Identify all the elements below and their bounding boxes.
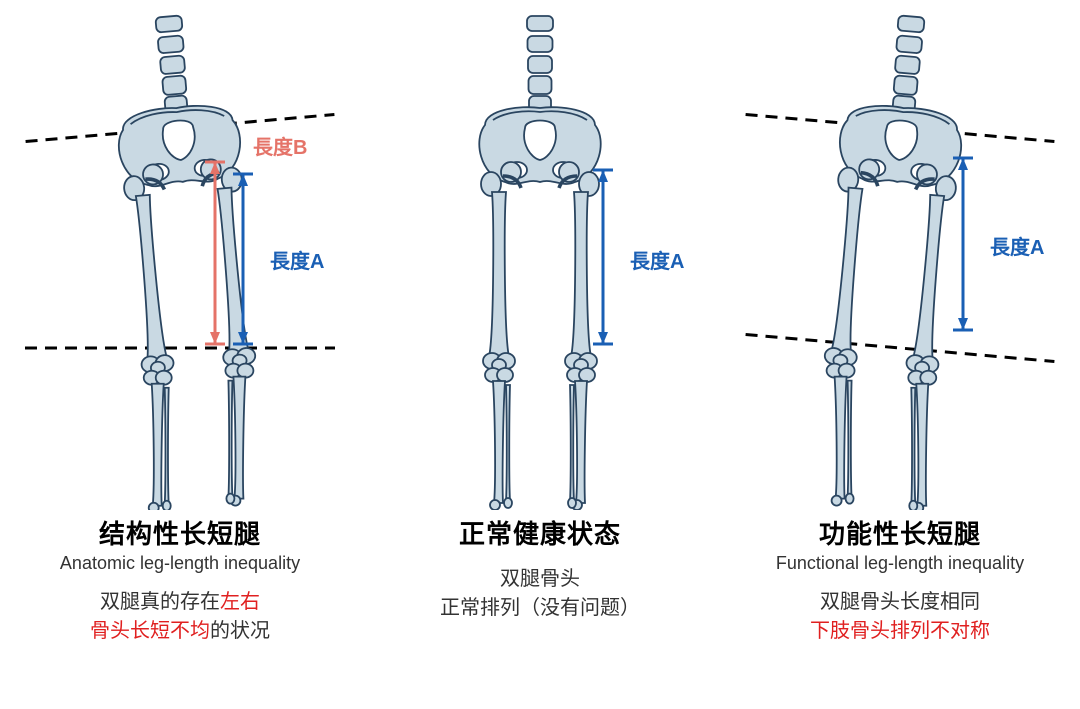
diagram-row: 長度B 長度A 结构性长短腿 Anatomic leg-length inequa…: [0, 0, 1080, 709]
svg-text:長度A: 長度A: [990, 235, 1044, 259]
skeleton-normal: 長度A: [375, 10, 705, 510]
skeleton-functional: 長度A: [735, 10, 1065, 510]
desc-anatomic: 双腿真的存在左右骨头长短不均的状况: [5, 588, 355, 646]
title-en-anatomic: Anatomic leg-length inequality: [5, 553, 355, 574]
desc-functional: 双腿骨头长度相同下肢骨头排列不对称: [725, 588, 1075, 646]
svg-text:長度B: 長度B: [253, 135, 307, 159]
desc-normal: 双腿骨头正常排列（没有问题）: [365, 565, 715, 623]
skeleton-anatomic: 長度B 長度A: [15, 10, 345, 510]
panel-functional: 長度A 功能性长短腿 Functional leg-length inequal…: [725, 10, 1075, 646]
svg-text:長度A: 長度A: [630, 249, 684, 273]
panel-anatomic: 長度B 長度A 结构性长短腿 Anatomic leg-length inequa…: [5, 10, 355, 646]
title-cn-normal: 正常健康状态: [365, 514, 715, 551]
title-cn-anatomic: 结构性长短腿: [5, 514, 355, 551]
title-en-functional: Functional leg-length inequality: [725, 553, 1075, 574]
svg-text:長度A: 長度A: [270, 249, 324, 273]
panel-normal: 長度A 正常健康状态 双腿骨头正常排列（没有问题）: [365, 10, 715, 623]
title-cn-functional: 功能性长短腿: [725, 514, 1075, 551]
